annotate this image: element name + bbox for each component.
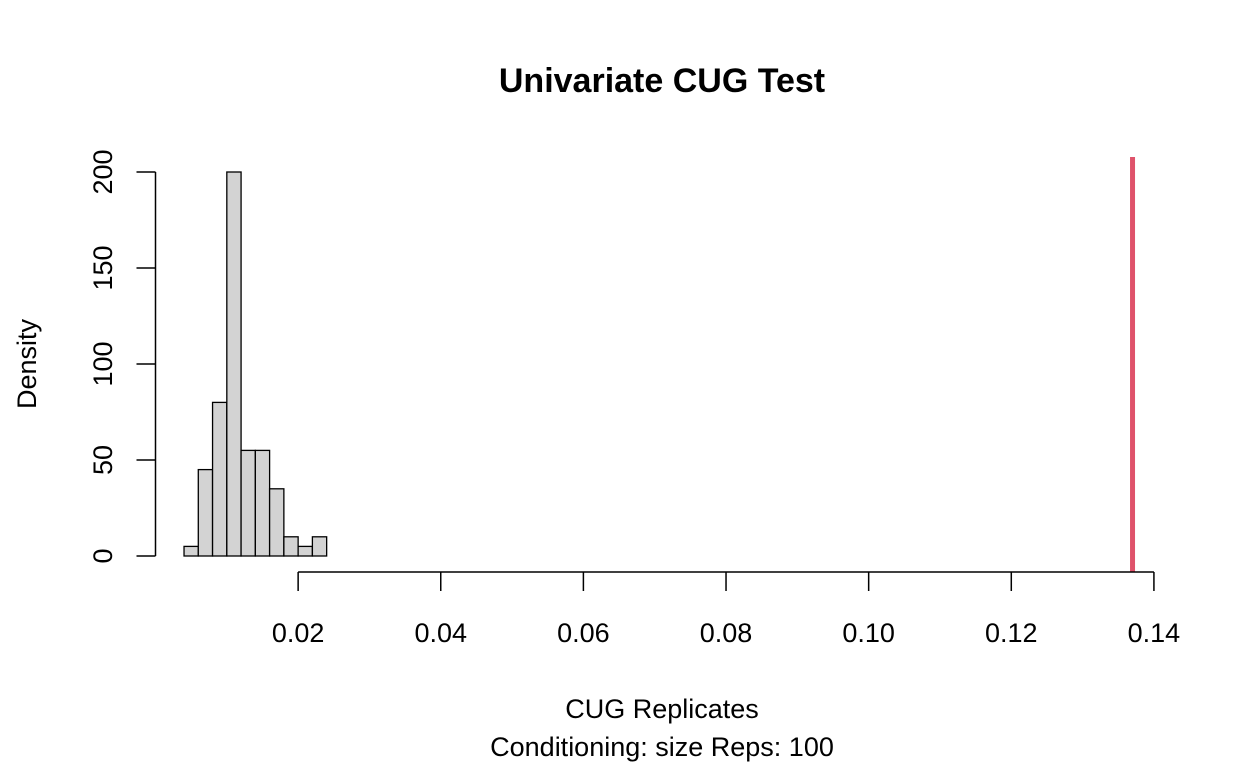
x-tick-label: 0.10 — [842, 618, 895, 648]
x-axis-label: CUG Replicates — [565, 694, 759, 724]
histogram-bar — [197, 468, 214, 557]
histogram-bar — [226, 171, 242, 557]
x-tick-label: 0.06 — [557, 618, 610, 648]
y-axis: 0 50 100 150 200 — [88, 149, 157, 564]
chart-title: Univariate CUG Test — [499, 62, 825, 100]
histogram-bar — [254, 449, 271, 557]
y-tick-label: 200 — [88, 149, 118, 194]
histogram-bar — [311, 536, 328, 557]
y-axis-label: Density — [12, 318, 42, 409]
x-tick-label: 0.02 — [272, 618, 325, 648]
y-tick-label: 100 — [88, 341, 118, 386]
x-axis-subtitle: Conditioning: size Reps: 100 — [490, 732, 834, 762]
x-tick-label: 0.04 — [414, 618, 467, 648]
histogram-bar — [183, 545, 199, 557]
histogram-bar — [211, 401, 228, 557]
histogram-bar — [240, 449, 256, 557]
y-tick-label: 50 — [88, 445, 118, 475]
x-tick-label: 0.08 — [700, 618, 753, 648]
bars-group — [183, 171, 328, 557]
histogram-bar — [297, 545, 314, 557]
histogram-bar — [268, 488, 285, 557]
x-axis: 0.02 0.04 0.06 0.08 0.10 0.12 0.14 — [272, 571, 1181, 648]
y-tick-label: 150 — [88, 245, 118, 290]
x-tick-label: 0.12 — [985, 618, 1038, 648]
histogram-bar — [283, 536, 299, 557]
x-tick-label: 0.14 — [1128, 618, 1181, 648]
y-tick-label: 0 — [88, 548, 118, 563]
